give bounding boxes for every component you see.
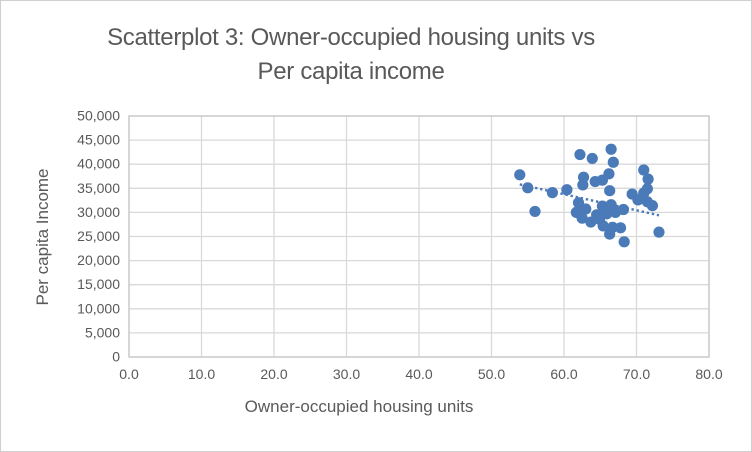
x-tick-label: 20.0 <box>260 366 287 382</box>
scatter-point[interactable] <box>614 222 627 234</box>
y-axis-title[interactable]: Per capita Income <box>33 168 52 305</box>
scatter-point[interactable] <box>642 173 654 185</box>
x-tick-label: 60.0 <box>550 366 577 382</box>
scatter-point[interactable] <box>522 182 534 194</box>
y-tick-label: 45,000 <box>77 132 120 148</box>
scatter-point[interactable] <box>577 179 589 191</box>
y-tick-label: 35,000 <box>77 180 120 196</box>
scatter-point[interactable] <box>601 208 613 220</box>
scatter-point[interactable] <box>514 169 526 181</box>
x-tick-label: 30.0 <box>333 366 360 382</box>
y-tick-label: 15,000 <box>77 276 120 292</box>
scatter-point[interactable] <box>653 226 665 238</box>
scatter-point[interactable] <box>632 194 644 206</box>
y-tick-label: 25,000 <box>77 228 120 244</box>
x-tick-label: 40.0 <box>405 366 432 382</box>
y-tick-label: 30,000 <box>77 204 120 220</box>
y-tick-label: 20,000 <box>77 252 120 268</box>
scatter-point[interactable] <box>618 236 630 248</box>
plot-frame <box>128 115 710 358</box>
y-tick-label: 0 <box>112 349 120 365</box>
x-tick-label: 80.0 <box>695 366 722 382</box>
scatter-point[interactable] <box>638 164 650 176</box>
scatter-point[interactable] <box>597 220 609 232</box>
scatter-point[interactable] <box>529 205 541 218</box>
x-axis[interactable]: 0.0 10.0 20.0 30.0 40.0 50.0 60.0 70.0 80.0 <box>119 366 723 382</box>
x-tick-label: 70.0 <box>623 366 650 382</box>
y-tick-label: 5,000 <box>85 324 120 340</box>
x-tick-label: 10.0 <box>188 366 215 382</box>
x-tick-label: 0.0 <box>119 366 139 382</box>
scatter-point[interactable] <box>580 203 592 215</box>
scatter-point[interactable] <box>604 185 616 197</box>
scatter-point[interactable] <box>561 184 573 196</box>
x-tick-label: 50.0 <box>478 366 505 382</box>
x-axis-title[interactable]: Owner-occupied housing units <box>245 397 474 416</box>
chart-title-line1: Scatterplot 3: Owner-occupied housing un… <box>107 24 595 51</box>
gridlines <box>128 115 710 358</box>
y-tick-label: 10,000 <box>77 300 120 316</box>
y-tick-label: 50,000 <box>77 108 120 124</box>
y-axis[interactable]: 0 5,000 10,000 15,000 20,000 25,000 30,000 35,0… <box>77 108 120 365</box>
scatter-series[interactable] <box>514 143 665 248</box>
scatter-point[interactable] <box>646 200 659 212</box>
scatter-point[interactable] <box>604 228 616 240</box>
scatter-point[interactable] <box>572 197 585 209</box>
scatter-point[interactable] <box>605 143 617 155</box>
scatter-point[interactable] <box>586 152 598 165</box>
y-tick-label: 40,000 <box>77 156 120 172</box>
scatter-point[interactable] <box>546 187 559 199</box>
scatter-point[interactable] <box>576 212 588 224</box>
scatter-point[interactable] <box>617 203 630 216</box>
chart-title[interactable]: Scatterplot 3: Owner-occupied housing un… <box>1 21 701 89</box>
chart-title-line2: Per capita income <box>257 58 445 85</box>
scatter-point[interactable] <box>574 148 586 161</box>
scatter-point[interactable] <box>607 156 619 168</box>
scatter-point[interactable] <box>603 168 615 180</box>
